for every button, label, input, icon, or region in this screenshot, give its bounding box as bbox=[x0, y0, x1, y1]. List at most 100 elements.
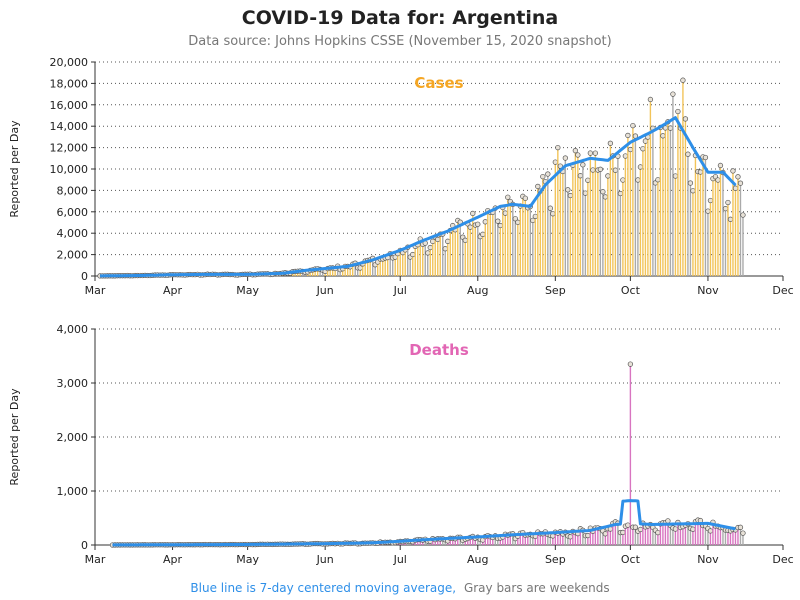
daily-bar bbox=[582, 530, 584, 545]
daily-bar bbox=[727, 530, 729, 545]
y-tick-label: 3,000 bbox=[57, 377, 89, 390]
daily-bar bbox=[642, 148, 644, 276]
daily-bar bbox=[737, 176, 739, 276]
daily-point bbox=[667, 125, 674, 131]
daily-bar bbox=[377, 261, 379, 276]
daily-point bbox=[740, 212, 746, 218]
daily-bar bbox=[584, 535, 587, 545]
daily-bar bbox=[692, 190, 694, 276]
daily-point bbox=[512, 216, 518, 222]
daily-bar bbox=[527, 207, 529, 276]
daily-bar bbox=[524, 198, 527, 276]
daily-bar bbox=[632, 527, 634, 545]
daily-bar bbox=[639, 166, 642, 276]
daily-bar bbox=[687, 523, 689, 545]
panel-title: Deaths bbox=[409, 341, 469, 359]
daily-bar bbox=[407, 247, 409, 276]
daily-point bbox=[687, 180, 694, 186]
daily-bar bbox=[734, 529, 737, 545]
daily-bar bbox=[712, 522, 714, 545]
daily-bar bbox=[499, 538, 501, 545]
daily-bar bbox=[497, 221, 499, 276]
daily-bar bbox=[519, 206, 522, 276]
daily-bar bbox=[321, 270, 324, 276]
daily-bar bbox=[649, 524, 652, 545]
daily-point bbox=[590, 167, 596, 173]
daily-point bbox=[690, 526, 696, 532]
daily-bar bbox=[589, 153, 592, 276]
daily-bar bbox=[584, 193, 587, 276]
daily-bar bbox=[622, 532, 624, 545]
footnote-moving-average: Blue line is 7-day centered moving avera… bbox=[190, 581, 456, 595]
daily-bar bbox=[619, 193, 622, 276]
daily-point bbox=[565, 187, 571, 193]
daily-bar bbox=[534, 536, 537, 545]
daily-bar bbox=[549, 535, 552, 545]
daily-point bbox=[547, 205, 553, 211]
daily-bar bbox=[361, 263, 364, 276]
daily-bar bbox=[672, 527, 674, 545]
daily-point bbox=[532, 213, 538, 219]
x-tick-label: Sep bbox=[545, 553, 566, 566]
daily-bar bbox=[334, 268, 336, 276]
deaths-panel: 0 1,000 2,000 3,000 4,000 Mar Apr May Jun Jul Aug S… bbox=[8, 323, 794, 566]
daily-bar bbox=[387, 257, 389, 276]
daily-bar bbox=[489, 536, 491, 545]
daily-point bbox=[622, 153, 629, 159]
daily-bar bbox=[677, 111, 679, 277]
x-tick-label: Oct bbox=[621, 284, 641, 297]
daily-bar bbox=[659, 127, 662, 276]
daily-bar bbox=[707, 528, 709, 545]
daily-point bbox=[647, 96, 654, 103]
daily-bar bbox=[617, 523, 619, 545]
daily-bar bbox=[472, 213, 474, 276]
daily-bar bbox=[316, 268, 319, 276]
daily-bar bbox=[704, 157, 707, 276]
daily-point bbox=[470, 210, 476, 217]
daily-bar bbox=[737, 527, 739, 545]
daily-point bbox=[602, 194, 609, 200]
daily-bar bbox=[492, 537, 494, 545]
daily-bar bbox=[454, 229, 456, 276]
daily-bar bbox=[609, 528, 612, 545]
daily-bar bbox=[309, 270, 311, 276]
daily-point bbox=[672, 526, 679, 532]
daily-bar bbox=[452, 225, 454, 276]
daily-point bbox=[632, 524, 639, 530]
daily-point bbox=[480, 231, 486, 237]
daily-bar bbox=[624, 155, 627, 276]
daily-point bbox=[732, 185, 739, 191]
daily-bar bbox=[679, 128, 682, 276]
daily-bar bbox=[669, 128, 672, 276]
daily-bar bbox=[504, 534, 506, 545]
daily-bar bbox=[459, 537, 461, 545]
daily-point bbox=[697, 169, 704, 175]
daily-bar bbox=[652, 128, 654, 276]
daily-bar bbox=[422, 244, 424, 276]
daily-point bbox=[702, 154, 709, 161]
daily-bar bbox=[632, 125, 634, 276]
daily-bar bbox=[427, 252, 429, 276]
daily-bar bbox=[657, 179, 659, 276]
daily-point bbox=[467, 224, 473, 230]
daily-point bbox=[717, 162, 724, 169]
daily-bar bbox=[617, 156, 619, 276]
daily-point bbox=[495, 218, 501, 224]
footnote: Blue line is 7-day centered moving avera… bbox=[190, 581, 609, 595]
daily-bar bbox=[664, 127, 667, 277]
daily-bar bbox=[594, 528, 597, 545]
daily-bar bbox=[464, 240, 466, 276]
daily-bar bbox=[647, 136, 649, 276]
daily-bar bbox=[712, 178, 714, 276]
daily-bar bbox=[654, 182, 657, 276]
daily-bar bbox=[529, 534, 532, 545]
daily-bar bbox=[594, 153, 597, 276]
daily-bar bbox=[397, 253, 399, 276]
daily-bar bbox=[539, 533, 542, 545]
daily-bar bbox=[672, 94, 674, 276]
daily-point bbox=[582, 190, 589, 196]
daily-bar bbox=[702, 156, 704, 276]
daily-bar bbox=[607, 175, 609, 276]
x-tick-label: Dec bbox=[772, 553, 793, 566]
daily-point bbox=[640, 146, 646, 152]
